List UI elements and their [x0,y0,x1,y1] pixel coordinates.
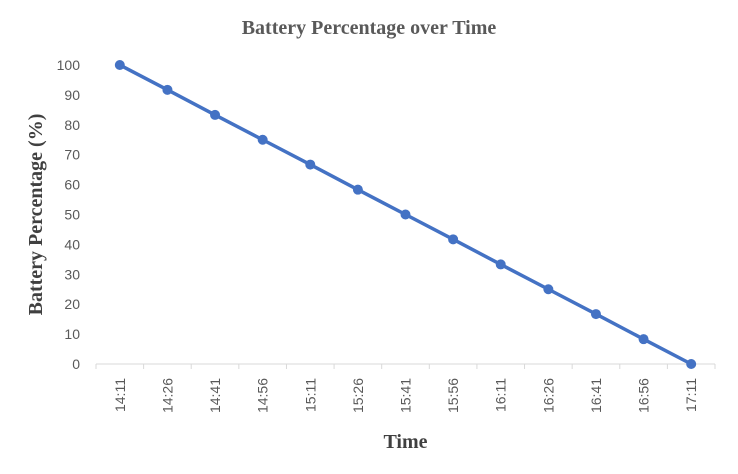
x-tick-label: 15:56 [445,378,461,413]
y-tick-label: 30 [64,266,80,282]
y-tick-label: 10 [64,326,80,342]
x-tick-label: 16:41 [588,378,604,413]
data-point [352,184,363,195]
x-tick-label: 15:11 [302,378,318,412]
y-tick-label: 20 [64,296,80,312]
y-axis-title: Battery Percentage (%) [25,114,47,316]
y-axis-ticks: 0 10 20 30 40 50 60 70 80 90 100 [57,57,81,372]
x-tick-label: 17:11 [683,378,699,412]
x-tick-label: 16:26 [540,378,556,413]
x-tick-label: 15:26 [350,378,366,413]
data-point [305,159,316,170]
x-axis-ticks: 14:11 14:26 14:41 14:56 15:11 15:26 15:41 15:56… [95,364,716,413]
data-point [686,359,697,369]
x-tick-label: 14:11 [112,378,128,412]
data-point [257,134,268,145]
x-tick-label: 16:56 [636,378,652,413]
data-point [210,109,221,120]
x-tick-label: 15:41 [398,378,414,413]
data-point [543,284,554,295]
x-tick-label: 16:11 [493,378,509,412]
data-point [495,259,506,270]
y-tick-label: 70 [64,147,80,163]
chart-title: Battery Percentage over Time [241,17,497,39]
x-axis-title: Time [383,431,427,453]
data-point [162,84,173,95]
x-tick-label: 14:26 [159,378,175,413]
data-point [638,334,649,345]
data-points [114,60,697,369]
data-point [448,234,459,245]
x-tick-label: 14:56 [255,378,271,413]
data-point [590,309,601,320]
y-tick-label: 0 [72,356,80,372]
y-tick-label: 90 [64,87,80,103]
y-tick-label: 40 [64,236,80,252]
x-tick-label: 14:41 [207,378,223,413]
y-tick-label: 80 [64,117,80,133]
y-tick-label: 100 [57,57,81,73]
data-point [114,60,125,70]
y-tick-label: 50 [64,207,80,223]
data-point [400,209,411,220]
y-tick-label: 60 [64,177,80,193]
